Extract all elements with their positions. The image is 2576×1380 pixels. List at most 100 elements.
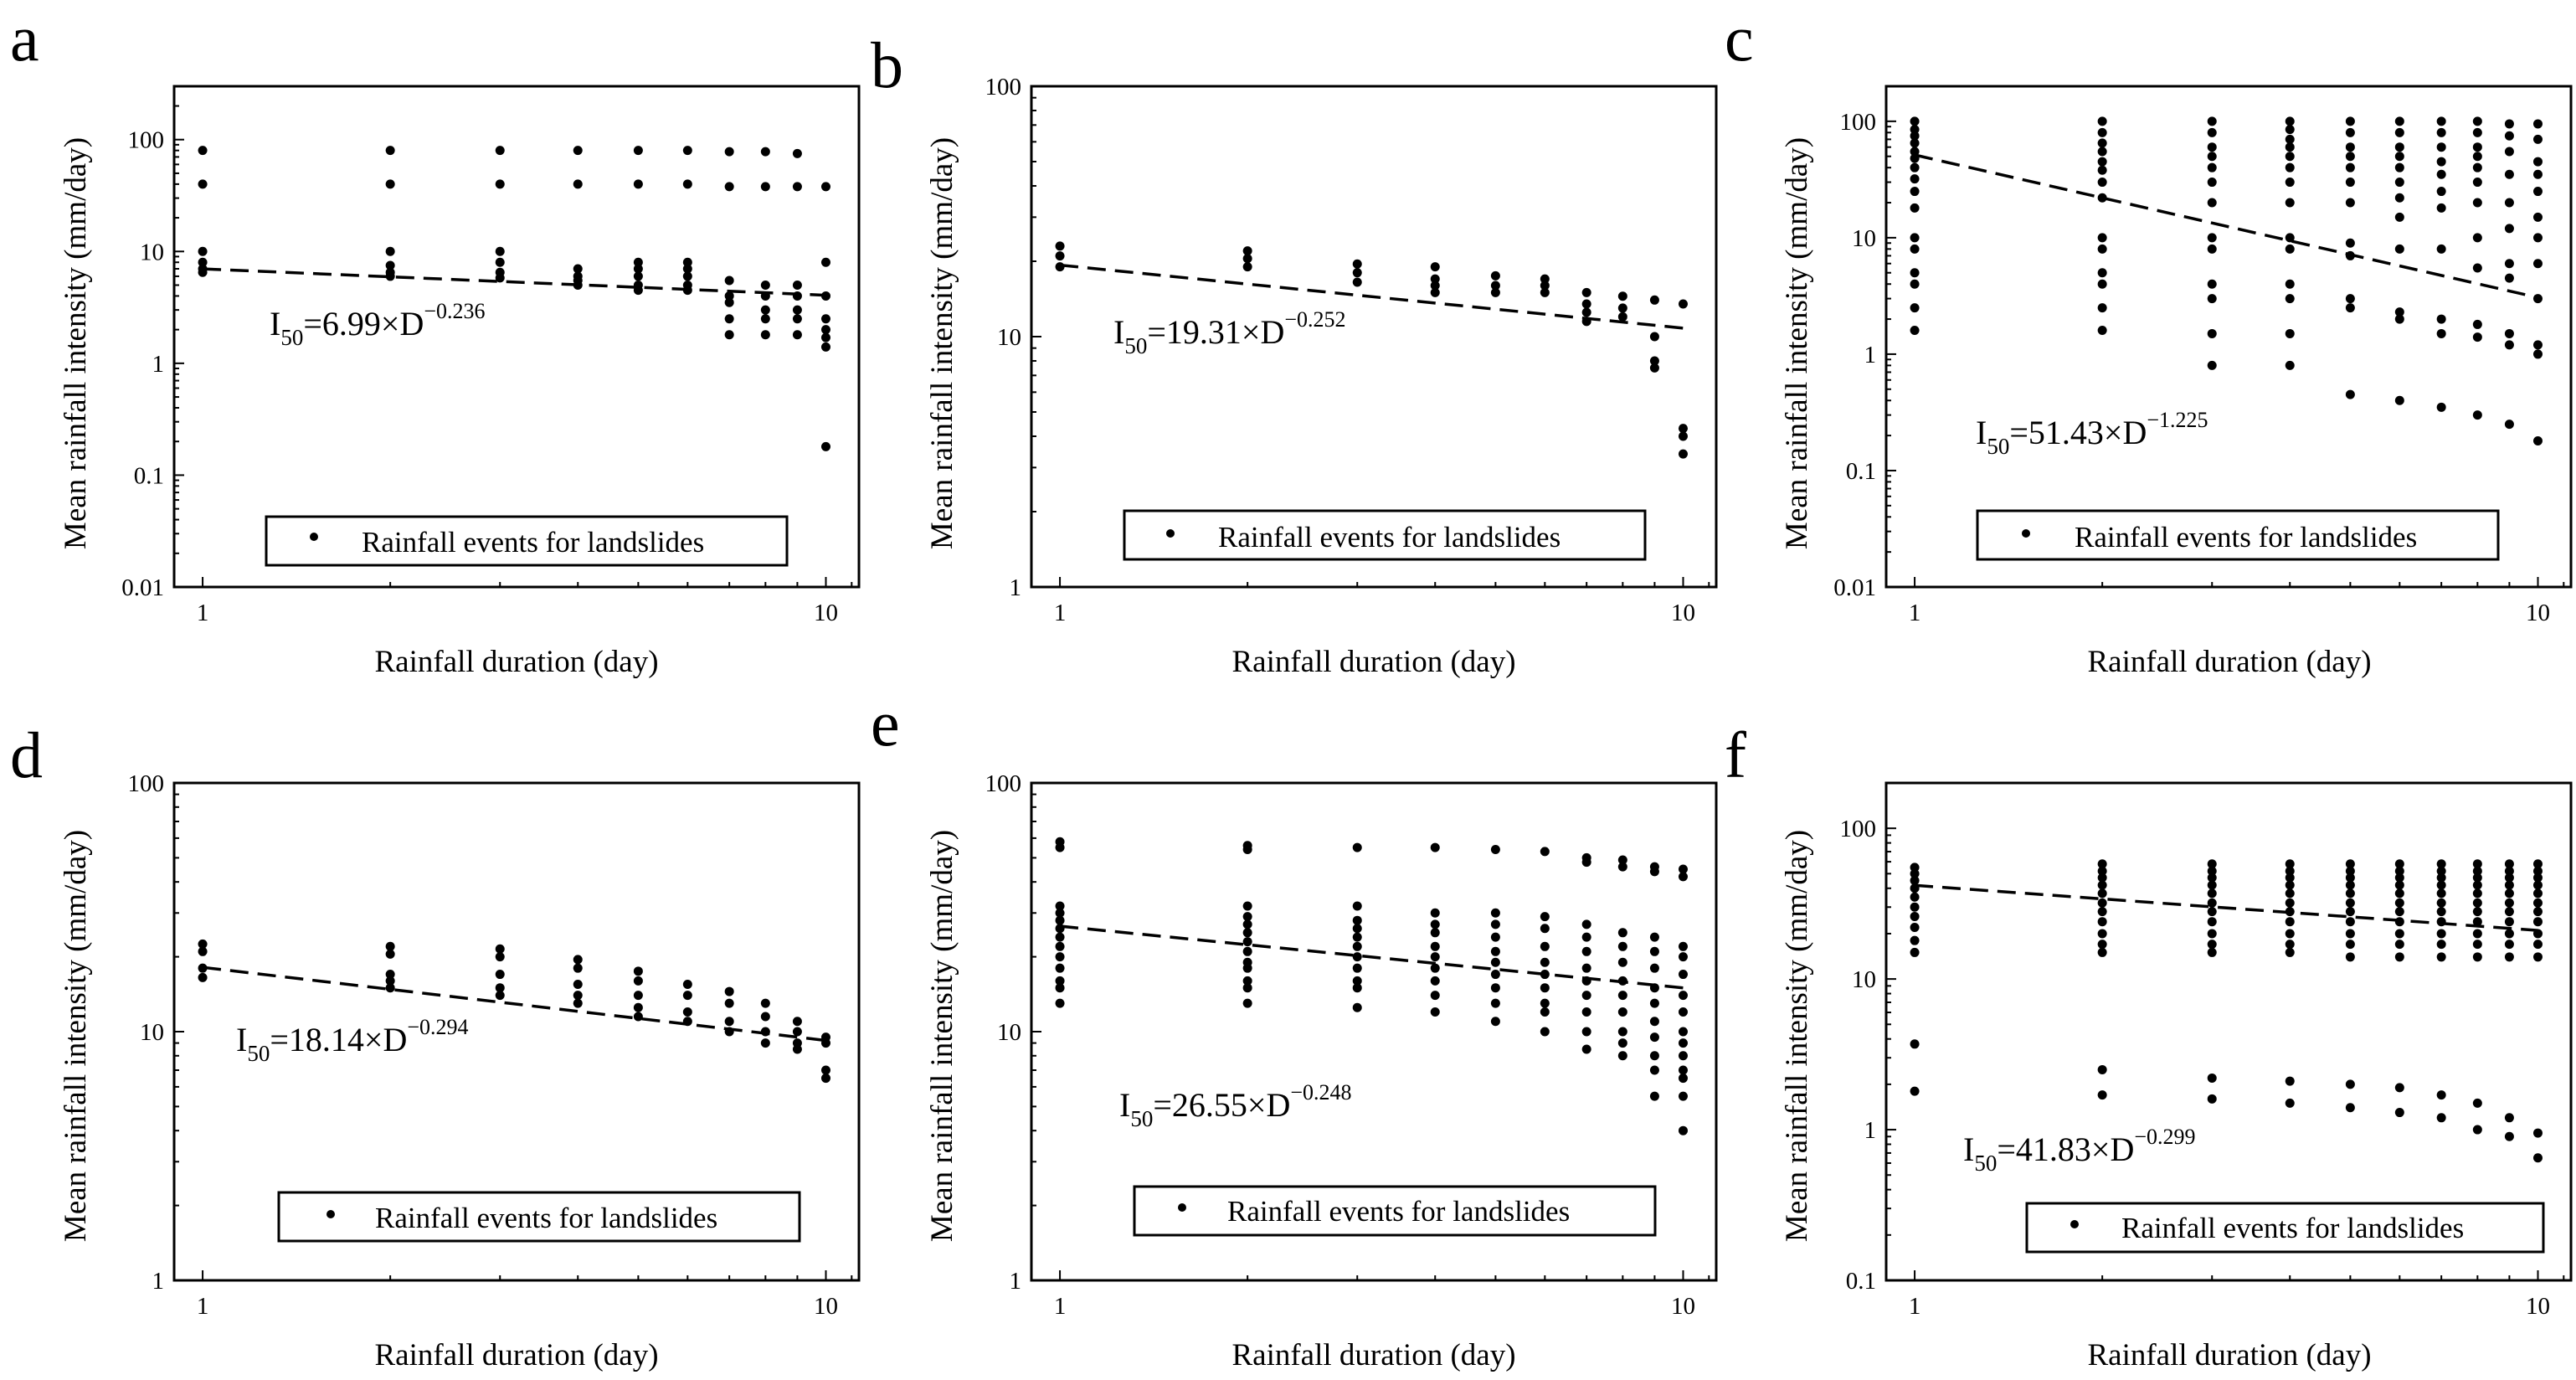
data-point xyxy=(1581,857,1591,868)
data-point xyxy=(573,979,583,989)
data-point xyxy=(2472,127,2482,137)
data-point xyxy=(1242,937,1252,947)
y-tick-label: 10 xyxy=(997,324,1021,351)
data-point xyxy=(495,944,505,954)
data-point xyxy=(2472,116,2482,126)
data-point xyxy=(2097,233,2107,243)
data-point xyxy=(1581,307,1591,317)
data-point xyxy=(1242,254,1252,264)
data-point xyxy=(2436,402,2446,412)
data-point xyxy=(760,182,770,192)
data-point xyxy=(820,441,830,451)
x-tick-label: 10 xyxy=(1671,1293,1695,1320)
data-point xyxy=(1490,919,1500,929)
data-point xyxy=(820,291,830,301)
data-point xyxy=(1910,1086,1920,1096)
data-point xyxy=(1242,246,1252,256)
fit-line xyxy=(1914,883,2538,932)
data-point xyxy=(2345,294,2355,304)
data-point xyxy=(1242,901,1252,911)
data-point xyxy=(2207,178,2217,188)
data-point xyxy=(2097,116,2107,126)
data-point xyxy=(633,146,643,156)
data-point xyxy=(2207,233,2217,243)
data-point xyxy=(1678,991,1688,1001)
legend-box xyxy=(1133,1185,1657,1237)
data-point xyxy=(2394,307,2404,317)
data-point xyxy=(1581,1007,1591,1017)
x-tick-label: 10 xyxy=(2526,600,2550,626)
data-point xyxy=(2285,1076,2295,1086)
data-point xyxy=(2285,866,2295,876)
data-point xyxy=(2472,866,2482,876)
data-point xyxy=(1242,998,1252,1008)
data-point xyxy=(2285,152,2295,162)
data-point xyxy=(2472,873,2482,883)
fit-equation: I50=26.55×D−0.248 xyxy=(1119,1080,1352,1131)
data-point xyxy=(1649,1091,1659,1101)
data-point xyxy=(2345,940,2355,950)
data-point xyxy=(2097,917,2107,927)
data-point xyxy=(1352,976,1362,986)
data-point xyxy=(1490,946,1500,956)
data-point xyxy=(2532,212,2543,222)
x-axis-title: Rainfall duration (day) xyxy=(374,1338,658,1372)
data-points xyxy=(198,939,830,1084)
data-point xyxy=(1540,281,1550,291)
data-point xyxy=(2504,273,2514,283)
data-point xyxy=(792,305,802,315)
data-point xyxy=(495,257,505,267)
data-point xyxy=(2097,940,2107,950)
data-point xyxy=(1649,1065,1659,1075)
data-point xyxy=(2532,907,2543,917)
data-point xyxy=(2394,178,2404,188)
data-point xyxy=(2207,162,2217,172)
data-point xyxy=(495,983,505,993)
data-point xyxy=(198,246,208,256)
data-point xyxy=(682,264,692,274)
data-point xyxy=(724,314,734,324)
data-point xyxy=(682,146,692,156)
data-point xyxy=(2532,157,2543,167)
data-point xyxy=(1540,287,1550,297)
data-point xyxy=(2436,873,2446,883)
data-point xyxy=(1910,326,1920,336)
data-point xyxy=(1540,983,1550,993)
data-point xyxy=(633,1002,643,1012)
data-point xyxy=(2285,947,2295,957)
data-point xyxy=(792,182,802,192)
legend-label: Rainfall events for landslides xyxy=(1218,521,1561,554)
data-point xyxy=(2436,328,2446,338)
data-point xyxy=(1055,976,1065,986)
data-point xyxy=(1540,1007,1550,1017)
data-point xyxy=(820,342,830,352)
fit-equation: I50=51.43×D−1.225 xyxy=(1976,408,2208,459)
data-point xyxy=(1430,262,1440,272)
data-point xyxy=(2394,940,2404,950)
data-point xyxy=(1678,970,1688,980)
legend-label: Rainfall events for landslides xyxy=(375,1202,717,1234)
fit-line xyxy=(1914,153,2538,300)
data-point xyxy=(2207,888,2217,899)
data-point xyxy=(2207,152,2217,162)
data-point xyxy=(2345,198,2355,208)
data-point xyxy=(2472,142,2482,152)
data-point xyxy=(573,146,583,156)
data-point xyxy=(2207,880,2217,890)
data-point xyxy=(2472,888,2482,899)
data-point xyxy=(2207,279,2217,289)
data-point xyxy=(633,286,643,296)
data-point xyxy=(1678,1065,1688,1075)
data-point xyxy=(682,979,692,989)
data-point xyxy=(1910,162,1920,172)
data-point xyxy=(198,946,208,956)
data-point xyxy=(2285,279,2295,289)
data-point xyxy=(2285,888,2295,899)
data-point xyxy=(573,264,583,274)
y-tick-label: 10 xyxy=(997,1019,1021,1046)
data-point xyxy=(2285,1098,2295,1108)
data-point xyxy=(2345,859,2355,869)
data-point xyxy=(1678,1051,1688,1061)
data-point xyxy=(2394,1083,2404,1093)
data-point xyxy=(1678,941,1688,951)
